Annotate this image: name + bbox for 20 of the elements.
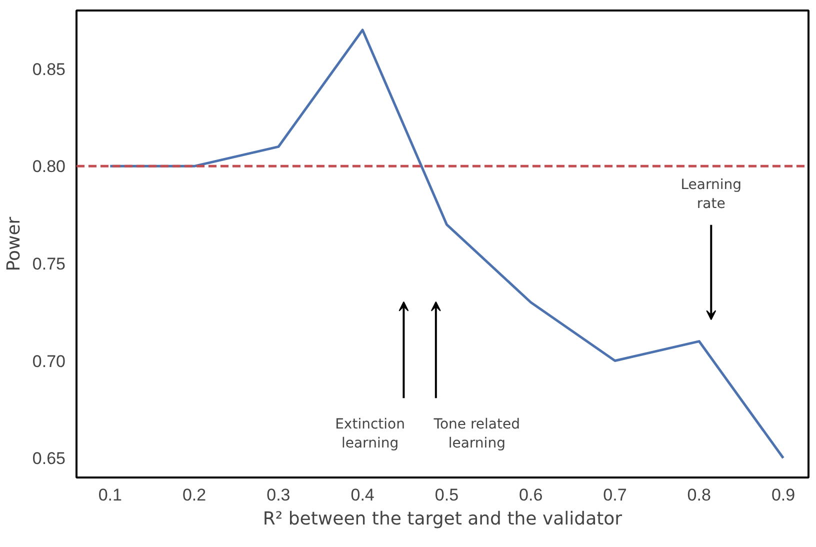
y-tick-label: 0.85 xyxy=(32,60,66,79)
x-tick-label: 0.4 xyxy=(350,486,374,504)
x-axis-title: R² between the target and the validator xyxy=(262,508,623,530)
y-tick-label: 0.65 xyxy=(32,449,66,468)
x-tick-label: 0.6 xyxy=(519,486,543,504)
y-tick-label: 0.70 xyxy=(32,352,66,371)
line-series xyxy=(108,28,785,460)
x-tick-label: 0.3 xyxy=(266,486,290,504)
x-tick-label: 0.8 xyxy=(687,486,711,504)
annotation: Extinction learning xyxy=(335,416,405,452)
x-tick-label: 0.5 xyxy=(434,486,459,504)
y-tick-label: 0.75 xyxy=(32,254,66,274)
x-tick-label: 0.2 xyxy=(182,486,206,504)
x-tick-label: 0.7 xyxy=(603,486,627,504)
annotation: Tone related learning xyxy=(432,416,520,452)
y-tick-label: 0.80 xyxy=(32,157,66,176)
y-axis-title: Power xyxy=(3,216,24,272)
annotation: Learning rate xyxy=(680,177,742,212)
x-tick-label: 0.9 xyxy=(771,486,796,504)
x-tick-label: 0.1 xyxy=(98,486,122,504)
